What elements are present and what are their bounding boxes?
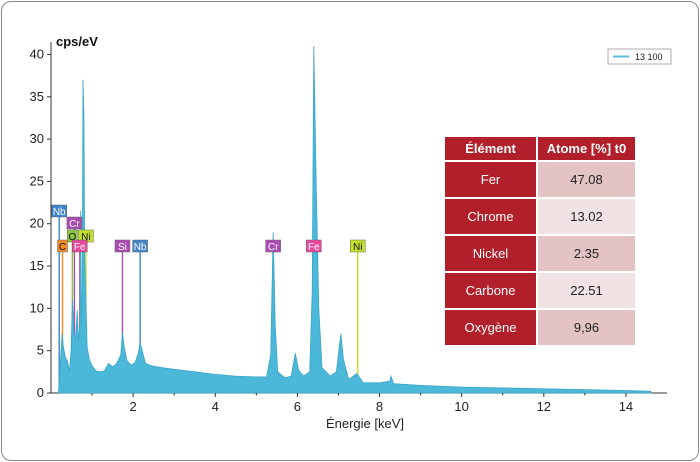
element-tag-label: Cr [268, 242, 279, 253]
x-tick-label: 4 [212, 399, 219, 414]
table-row: Carbone 22.51 [445, 273, 635, 308]
table-cell-value: 47.08 [538, 162, 635, 197]
legend-label: 13 100 [635, 52, 663, 62]
table-cell-element: Fer [445, 162, 536, 197]
y-axis-label: cps/eV [56, 34, 98, 49]
x-tick-label: 8 [376, 399, 383, 414]
element-tag-si [114, 239, 131, 253]
x-tick-label: 14 [619, 399, 633, 414]
y-tick-label: 0 [37, 385, 44, 400]
element-tag-label: Ni [353, 242, 362, 253]
element-tag-label: Fe [74, 242, 86, 253]
element-tag-label: Fe [308, 242, 320, 253]
table-cell-element: Nickel [445, 236, 536, 271]
element-tag-label: C [59, 242, 66, 253]
element-tag-fe [306, 239, 322, 253]
y-tick-label: 30 [30, 131, 44, 146]
chart-legend: 13 100 [607, 48, 672, 65]
element-tag-label: Cr [69, 219, 80, 230]
element-tag-nb [132, 239, 148, 253]
element-tag-c [57, 239, 68, 253]
y-tick-label: 35 [30, 89, 44, 104]
y-tick-label: 10 [30, 300, 44, 315]
table-header-atom-percent: Atome [%] t0 [538, 137, 635, 160]
element-tag-label: Nb [53, 207, 66, 218]
table-cell-element: Chrome [445, 199, 536, 234]
table-cell-value: 13.02 [538, 199, 635, 234]
element-tag-ni [350, 239, 366, 253]
legend-box [607, 48, 672, 65]
element-tag-label: Nb [134, 242, 147, 253]
x-tick-label: 2 [130, 399, 137, 414]
table-row: Chrome 13.02 [445, 199, 635, 234]
y-tick-label: 15 [30, 258, 44, 273]
y-tick-label: 40 [30, 46, 44, 61]
x-tick-label: 6 [294, 399, 301, 414]
element-tag-label: Si [118, 242, 127, 253]
x-tick-label: 12 [537, 399, 551, 414]
table-cell-value: 2.35 [538, 236, 635, 271]
table-cell-value: 22.51 [538, 273, 635, 308]
x-tick-label: 10 [454, 399, 468, 414]
element-tag-nb [51, 204, 67, 218]
y-tick-label: 25 [30, 173, 44, 188]
table-cell-element: Carbone [445, 273, 536, 308]
y-tick-label: 20 [30, 216, 44, 231]
element-tag-label: Ni [81, 232, 90, 243]
table-header-row: Élément Atome [%] t0 [445, 137, 635, 160]
x-axis-label: Énergie [keV] [326, 416, 404, 431]
table-header-element: Élément [445, 137, 536, 160]
composition-table: Élément Atome [%] t0 Fer 47.08 Chrome 13… [443, 135, 637, 347]
table-row: Oxygène 9,96 [445, 310, 635, 345]
element-tag-label: O [68, 232, 76, 243]
element-tag-cr [265, 239, 281, 253]
element-tag-cr [66, 216, 83, 230]
element-tag-fe [71, 239, 88, 253]
axis-ticks: 0 5 10 15 20 25 30 35 40 2 4 6 8 10 12 14 [30, 46, 634, 414]
y-tick-label: 5 [37, 343, 44, 358]
table-cell-value: 9,96 [538, 310, 635, 345]
table-row: Nickel 2.35 [445, 236, 635, 271]
table-cell-element: Oxygène [445, 310, 536, 345]
table-row: Fer 47.08 [445, 162, 635, 197]
